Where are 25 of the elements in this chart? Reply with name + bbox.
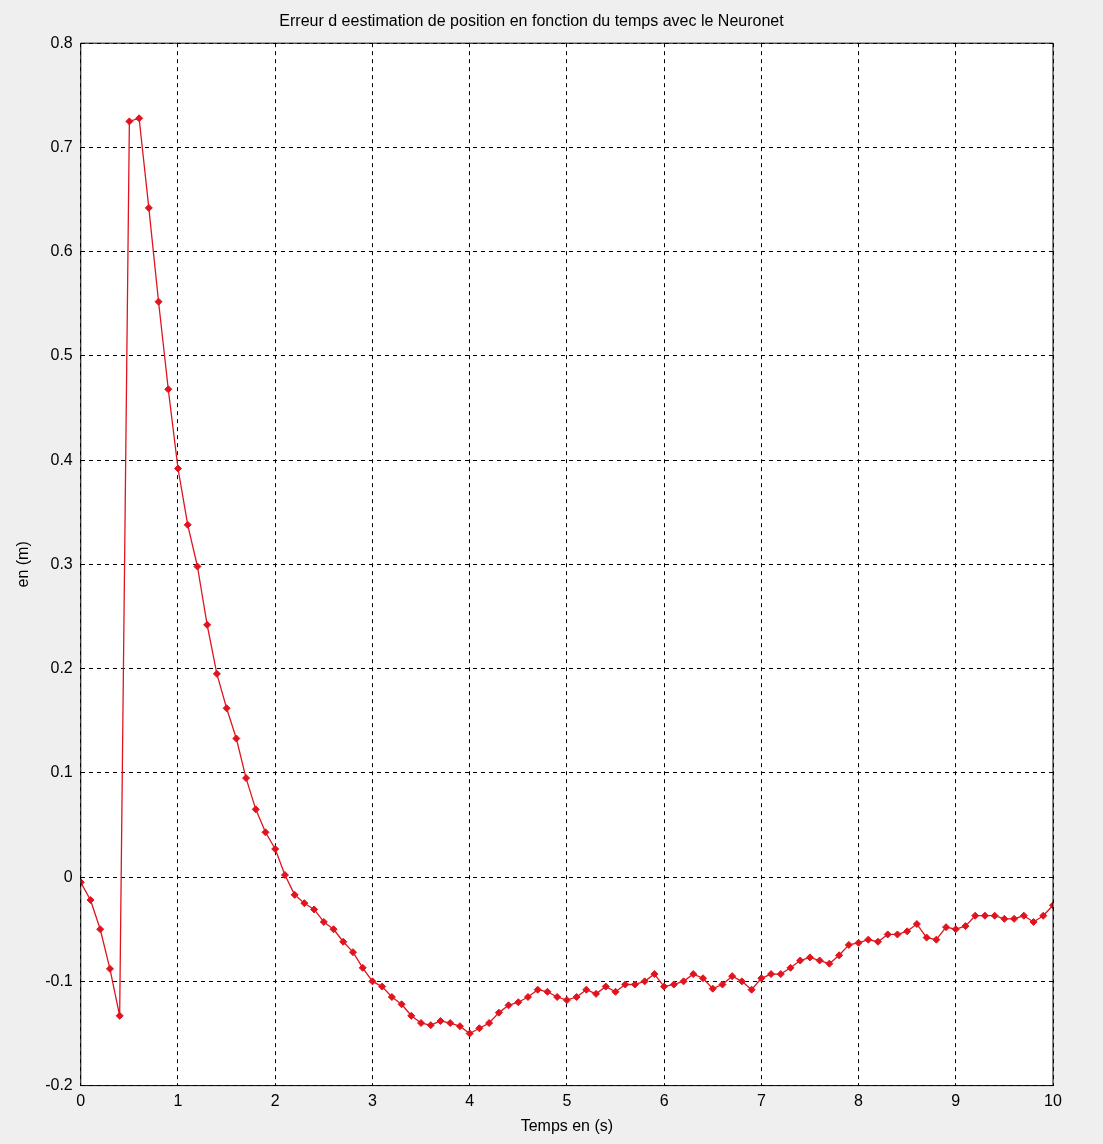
x-tick-label: 8 xyxy=(854,1091,864,1109)
y-tick-label: 0.5 xyxy=(50,346,73,364)
x-tick-label: 2 xyxy=(270,1091,280,1109)
chart-title: Erreur d eestimation de position en fonction du temps avec le Neuronet xyxy=(279,12,785,30)
y-tick-label: 0.1 xyxy=(50,763,73,781)
x-tick-label: 0 xyxy=(76,1091,86,1109)
x-tick-label: 5 xyxy=(562,1091,572,1109)
x-tick-label: 10 xyxy=(1044,1091,1062,1109)
y-tick-label: 0 xyxy=(63,867,73,885)
y-tick-label: 0.7 xyxy=(50,137,73,155)
y-tick-label: -0.1 xyxy=(45,971,73,989)
x-axis-title: Temps en (s) xyxy=(520,1116,614,1134)
x-tick-label: 9 xyxy=(951,1091,961,1109)
y-tick-label: -0.2 xyxy=(45,1076,73,1094)
x-tick-label: 6 xyxy=(659,1091,669,1109)
y-tick-label: 0.6 xyxy=(50,242,73,260)
y-tick-label: 0.3 xyxy=(50,554,73,572)
y-tick-label: 0.4 xyxy=(50,450,73,468)
x-tick-label: 1 xyxy=(173,1091,183,1109)
x-tick-label: 7 xyxy=(756,1091,766,1109)
y-axis-title: en (m) xyxy=(14,541,32,588)
x-tick-label: 3 xyxy=(367,1091,377,1109)
y-tick-label: 0.8 xyxy=(50,33,73,51)
y-tick-label: 0.2 xyxy=(50,659,73,677)
x-tick-label: 4 xyxy=(465,1091,475,1109)
